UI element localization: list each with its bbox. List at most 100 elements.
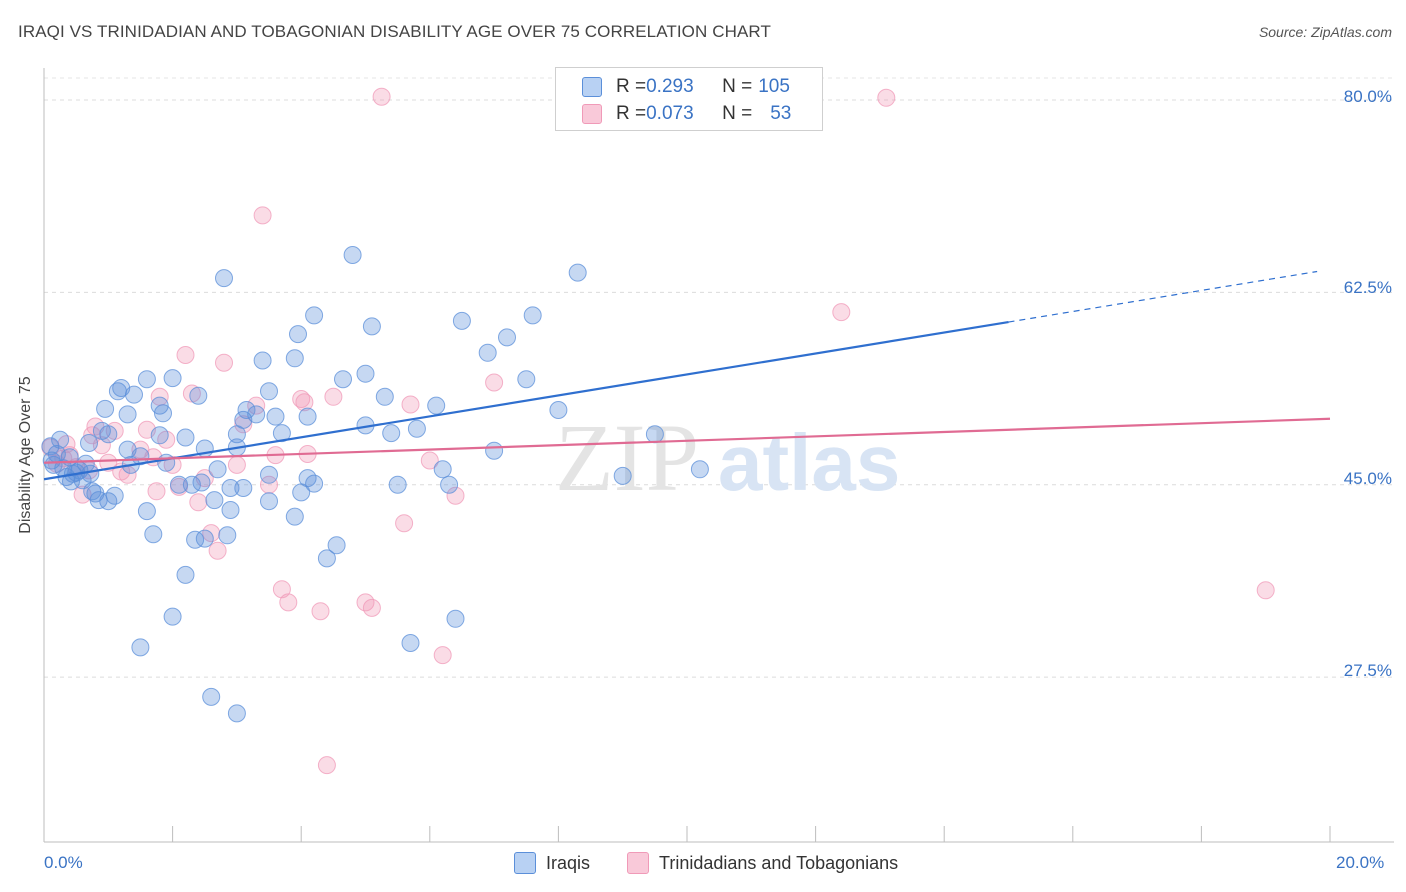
- data-point: [485, 441, 504, 460]
- data-point: [260, 492, 278, 511]
- data-point: [125, 385, 143, 404]
- data-point: [305, 474, 324, 493]
- data-point: [523, 306, 542, 325]
- data-point: [568, 263, 587, 282]
- data-point: [446, 609, 465, 628]
- data-point: [247, 405, 266, 424]
- data-point: [163, 369, 182, 388]
- legend-r-value: 0.073: [646, 103, 694, 124]
- data-point: [317, 756, 336, 775]
- data-point: [137, 502, 156, 521]
- data-point: [215, 353, 233, 372]
- data-point: [202, 687, 221, 706]
- data-point: [237, 401, 256, 419]
- data-point: [285, 349, 304, 368]
- legend-n-label: N =: [722, 76, 753, 97]
- data-point: [215, 269, 233, 288]
- data-point: [362, 317, 381, 336]
- data-point: [189, 386, 208, 405]
- legend-row-iraqis: R = 0.293 N = 105: [582, 76, 790, 98]
- data-point: [131, 638, 150, 657]
- data-point: [234, 479, 253, 497]
- data-point: [334, 370, 352, 389]
- data-point: [440, 475, 459, 494]
- series-trinidadians-points: [41, 87, 1275, 775]
- legend-swatch-pink: [627, 852, 649, 874]
- legend-label-iraqis: Iraqis: [546, 852, 591, 873]
- legend-row-trinidadians: R = 0.073 N = 53: [582, 103, 791, 125]
- data-point: [205, 491, 224, 510]
- data-point: [73, 485, 92, 504]
- data-point: [324, 387, 343, 406]
- data-point: [189, 493, 208, 512]
- data-point: [452, 311, 471, 330]
- legend-r-value: 0.293: [646, 76, 694, 97]
- data-point: [221, 479, 240, 497]
- legend-swatch-pink: [582, 104, 602, 124]
- data-point: [192, 473, 211, 492]
- data-point: [433, 646, 452, 665]
- data-point: [260, 465, 278, 484]
- data-point: [877, 88, 896, 107]
- data-point: [305, 306, 324, 325]
- data-point: [118, 405, 137, 424]
- data-point: [272, 424, 291, 443]
- data-point: [221, 501, 240, 519]
- trend-line-iraqis-extension: [1008, 270, 1318, 323]
- data-point: [176, 346, 195, 364]
- y-tick-label-45: 45.0%: [1343, 469, 1392, 488]
- data-point: [154, 404, 172, 423]
- y-tick-label-27-5: 27.5%: [1343, 661, 1392, 680]
- data-point: [208, 460, 227, 479]
- gridlines: [44, 77, 1394, 678]
- data-point: [195, 529, 214, 548]
- data-point: [446, 486, 465, 505]
- data-point: [433, 460, 452, 479]
- data-point: [292, 390, 311, 408]
- data-point: [317, 549, 336, 568]
- data-point: [260, 382, 278, 401]
- data-point: [150, 426, 169, 445]
- data-point: [147, 482, 166, 501]
- data-point: [343, 246, 362, 264]
- data-point: [478, 343, 497, 362]
- legend-r-label: R =: [616, 103, 647, 124]
- legend-label-trinidadians: Trinidadians and Tobagonians: [659, 852, 899, 873]
- data-point: [285, 507, 304, 526]
- data-point: [382, 424, 401, 443]
- series-iraqis-points: [41, 246, 709, 723]
- data-point: [311, 602, 330, 621]
- data-point: [289, 325, 307, 344]
- data-point: [253, 206, 272, 225]
- data-point: [157, 453, 176, 472]
- data-point: [227, 455, 246, 474]
- source-label: Source: ZipAtlas.com: [1258, 24, 1392, 40]
- data-point: [170, 475, 188, 494]
- data-point: [234, 415, 253, 434]
- data-point: [498, 328, 516, 347]
- data-point: [266, 407, 285, 426]
- data-point: [298, 407, 317, 426]
- data-point: [388, 475, 407, 494]
- data-point: [517, 370, 536, 389]
- y-tick-label-62-5: 62.5%: [1343, 278, 1392, 297]
- data-point: [362, 598, 381, 617]
- data-point: [208, 541, 227, 560]
- data-point: [427, 396, 446, 415]
- legend-swatch-blue: [582, 77, 602, 97]
- data-point: [218, 526, 237, 545]
- watermark-zip: ZIP: [555, 404, 699, 511]
- data-point: [549, 401, 568, 419]
- data-point: [401, 395, 420, 414]
- data-point: [83, 482, 102, 501]
- legend-n-value: 105: [758, 76, 790, 97]
- data-point: [51, 430, 70, 449]
- watermark: ZIP atlas: [555, 404, 900, 511]
- data-point: [420, 451, 439, 470]
- legend-item-trinidadians: Trinidadians and Tobagonians: [627, 852, 898, 874]
- data-point: [372, 87, 391, 106]
- data-point: [645, 425, 664, 444]
- chart-title: IRAQI VS TRINIDADIAN AND TOBAGONIAN DISA…: [18, 22, 771, 41]
- data-point: [137, 370, 156, 389]
